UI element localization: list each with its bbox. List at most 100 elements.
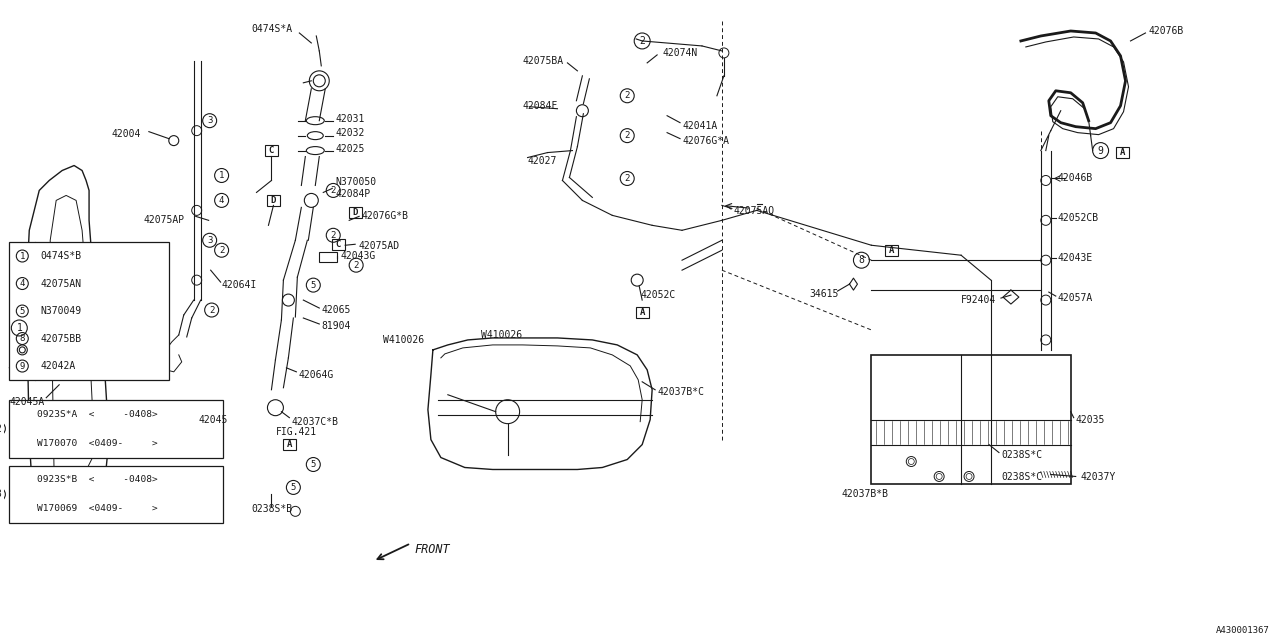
Text: 42065: 42065 <box>321 305 351 315</box>
Text: 42037Y: 42037Y <box>1080 472 1116 483</box>
Text: 42052CB: 42052CB <box>1057 213 1100 223</box>
Text: 0474S*B: 0474S*B <box>40 251 82 261</box>
Text: 42025: 42025 <box>335 143 365 154</box>
Text: A: A <box>888 246 893 255</box>
Text: 42064G: 42064G <box>298 370 334 380</box>
Bar <box>332 239 344 250</box>
Text: D: D <box>271 196 276 205</box>
Text: 0923S*B  <     -0408>: 0923S*B < -0408> <box>37 476 157 484</box>
Text: 42075AD: 42075AD <box>358 241 399 252</box>
Text: 42084P: 42084P <box>335 189 370 200</box>
Text: N370050: N370050 <box>335 177 376 188</box>
Bar <box>872 355 1070 484</box>
Bar <box>9 243 169 380</box>
Bar <box>265 145 278 156</box>
Text: W410026: W410026 <box>481 330 522 340</box>
Text: 1: 1 <box>19 252 26 260</box>
Text: 2: 2 <box>625 174 630 183</box>
Text: 4: 4 <box>219 196 224 205</box>
Text: 42076G*A: 42076G*A <box>682 136 730 146</box>
Text: 42037B*C: 42037B*C <box>657 387 704 397</box>
Text: F92404: F92404 <box>961 295 996 305</box>
Text: 5: 5 <box>19 307 26 316</box>
Text: 42027: 42027 <box>527 156 557 166</box>
Text: 42075AN: 42075AN <box>40 278 82 289</box>
Text: 2: 2 <box>330 186 335 195</box>
Text: 0238S*C: 0238S*C <box>1001 472 1042 483</box>
Text: 3: 3 <box>207 236 212 244</box>
Text: 42057A: 42057A <box>1057 293 1093 303</box>
Text: 9: 9 <box>19 362 26 371</box>
Text: 9: 9 <box>1098 145 1103 156</box>
Text: 2: 2 <box>625 131 630 140</box>
Text: 42043G: 42043G <box>340 252 375 261</box>
Text: 42075BA: 42075BA <box>522 56 563 66</box>
Text: 2: 2 <box>330 231 335 240</box>
Text: 5: 5 <box>311 280 316 290</box>
Bar <box>319 252 337 262</box>
Bar <box>9 400 223 458</box>
Text: 42076G*B: 42076G*B <box>361 211 408 221</box>
Text: 42052C: 42052C <box>640 290 676 300</box>
Bar <box>1116 147 1129 158</box>
Text: 2: 2 <box>219 246 224 255</box>
Text: 0238S*C: 0238S*C <box>1001 449 1042 460</box>
Text: 5: 5 <box>311 460 316 469</box>
Text: 1: 1 <box>17 323 22 333</box>
Bar <box>348 207 362 218</box>
Text: 42045A: 42045A <box>9 397 45 407</box>
Text: 42031: 42031 <box>335 114 365 124</box>
Text: 42004: 42004 <box>111 129 141 139</box>
Text: W170069  <0409-     >: W170069 <0409- > <box>37 504 157 513</box>
Text: 42035: 42035 <box>1075 415 1105 425</box>
Text: 3: 3 <box>0 490 1 499</box>
Text: A430001367: A430001367 <box>1216 627 1270 636</box>
Text: 42032: 42032 <box>335 127 365 138</box>
Text: 0923S*A  <     -0408>: 0923S*A < -0408> <box>37 410 157 419</box>
Text: 3: 3 <box>207 116 212 125</box>
Text: 0474S*A: 0474S*A <box>251 24 293 34</box>
Text: 81904: 81904 <box>321 321 351 331</box>
Text: A: A <box>287 440 292 449</box>
Text: 2: 2 <box>353 260 358 269</box>
Text: 0238S*B: 0238S*B <box>251 504 293 515</box>
Text: 4: 4 <box>19 279 26 288</box>
Text: A: A <box>640 308 645 317</box>
Text: 42043E: 42043E <box>1057 253 1093 263</box>
Text: 42064I: 42064I <box>221 280 257 290</box>
Text: 42041A: 42041A <box>682 121 717 131</box>
Text: FIG.421: FIG.421 <box>275 427 316 436</box>
Text: 1: 1 <box>219 171 224 180</box>
Text: 42074N: 42074N <box>662 48 698 58</box>
Bar <box>268 195 280 206</box>
Text: 42042A: 42042A <box>40 361 76 371</box>
Text: A: A <box>1120 148 1125 157</box>
Text: 42037C*B: 42037C*B <box>292 417 338 427</box>
Text: 8: 8 <box>19 334 26 343</box>
Text: 8: 8 <box>859 255 864 265</box>
Text: N370049: N370049 <box>40 306 82 316</box>
Bar <box>636 307 649 317</box>
Text: FRONT: FRONT <box>415 543 451 556</box>
Text: C: C <box>335 240 340 249</box>
Text: 2: 2 <box>639 36 645 46</box>
Text: 5: 5 <box>291 483 296 492</box>
Text: 42084F: 42084F <box>522 100 558 111</box>
Text: 2: 2 <box>209 305 214 314</box>
Text: 42075BB: 42075BB <box>40 333 82 344</box>
Text: W170070  <0409-     >: W170070 <0409- > <box>37 438 157 447</box>
Text: 2: 2 <box>0 424 1 434</box>
Text: 42075AP: 42075AP <box>143 215 186 225</box>
Bar <box>283 439 296 450</box>
Text: 42045: 42045 <box>198 415 228 425</box>
Text: 42075AQ: 42075AQ <box>733 205 774 216</box>
Text: C: C <box>269 146 274 155</box>
Bar <box>9 465 223 524</box>
Text: 42037B*B: 42037B*B <box>841 490 888 499</box>
Text: 42076B: 42076B <box>1148 26 1184 36</box>
Text: 2: 2 <box>625 92 630 100</box>
Bar <box>884 244 897 256</box>
Text: 34615: 34615 <box>810 289 838 299</box>
Text: D: D <box>352 208 358 217</box>
Text: W410026: W410026 <box>383 335 424 345</box>
